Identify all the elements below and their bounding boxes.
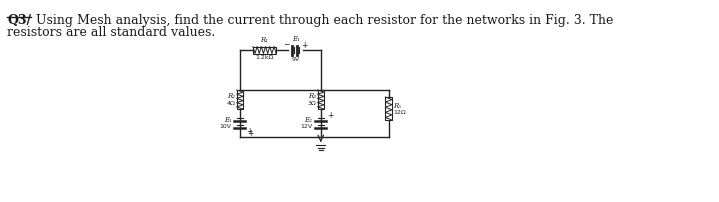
Text: 12V: 12V — [301, 124, 312, 129]
Text: E₁: E₁ — [292, 35, 300, 43]
Text: +: + — [301, 40, 308, 49]
Text: +: + — [247, 128, 254, 138]
Text: R₅: R₅ — [393, 101, 401, 109]
Bar — [318, 90, 324, 109]
Text: 9V: 9V — [291, 57, 300, 62]
Bar — [385, 97, 392, 120]
Text: 4Ω: 4Ω — [226, 101, 235, 106]
Text: Q3/: Q3/ — [7, 14, 32, 27]
Text: 3Ω: 3Ω — [307, 101, 316, 106]
Text: +: + — [247, 126, 253, 136]
Text: 12Ω: 12Ω — [393, 110, 406, 115]
Text: resistors are all standard values.: resistors are all standard values. — [7, 26, 216, 39]
Bar — [253, 46, 276, 54]
Text: 10V: 10V — [219, 124, 232, 129]
Text: R₁: R₁ — [260, 37, 268, 44]
Text: −: − — [283, 40, 289, 49]
Text: +: + — [327, 110, 334, 120]
Text: R₂: R₂ — [227, 93, 235, 101]
Text: Using Mesh analysis, find the current through each resistor for the networks in : Using Mesh analysis, find the current th… — [32, 14, 613, 27]
Text: E₁: E₁ — [224, 116, 232, 124]
Text: 1.2kΩ: 1.2kΩ — [255, 55, 274, 60]
Text: R₃: R₃ — [308, 93, 316, 101]
Text: E₂: E₂ — [305, 116, 312, 124]
Bar — [237, 90, 243, 109]
